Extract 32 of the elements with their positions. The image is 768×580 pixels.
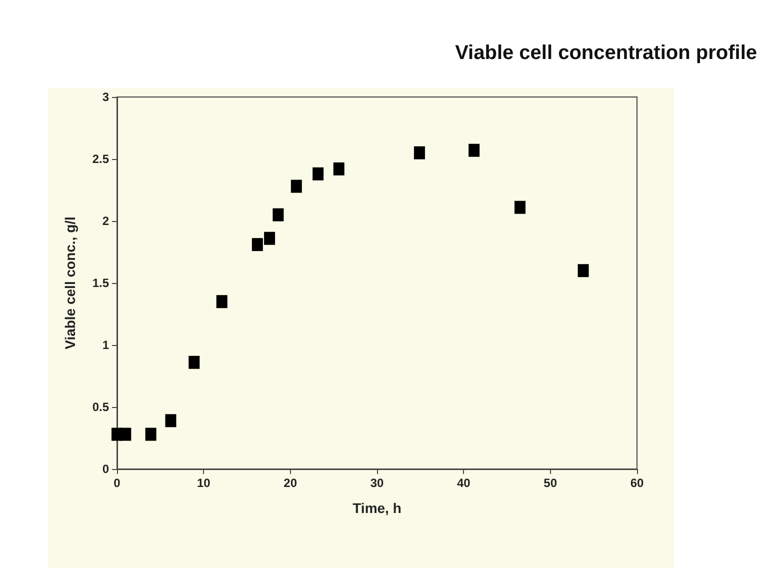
point bbox=[264, 232, 276, 245]
y-tick-label: 1.5 bbox=[92, 276, 110, 290]
y-tick-label: 2 bbox=[102, 214, 110, 228]
point bbox=[216, 295, 228, 308]
chart-title: Viable cell concentration profile bbox=[455, 42, 758, 64]
point bbox=[252, 238, 263, 252]
x-tick-label: 50 bbox=[544, 476, 558, 490]
x-tick-label: 60 bbox=[630, 476, 644, 490]
point bbox=[333, 162, 344, 176]
y-tick-label: 2.5 bbox=[92, 152, 110, 166]
x-tick-label: 40 bbox=[456, 476, 471, 490]
y-tick-label: 0.5 bbox=[92, 400, 110, 414]
point bbox=[414, 146, 425, 160]
x-tick-label: 30 bbox=[370, 476, 384, 490]
x-tick-label: 10 bbox=[196, 476, 211, 490]
point bbox=[578, 264, 589, 278]
point bbox=[312, 167, 324, 180]
point bbox=[188, 356, 200, 369]
x-tick-label: 0 bbox=[114, 476, 121, 490]
point bbox=[165, 414, 176, 428]
point bbox=[514, 200, 526, 214]
x-axis-title: Time, h bbox=[352, 500, 402, 516]
y-tick-label: 3 bbox=[102, 90, 110, 104]
point bbox=[468, 144, 480, 157]
point bbox=[272, 208, 284, 222]
x-tick-label: 20 bbox=[284, 476, 298, 490]
point bbox=[120, 428, 132, 441]
point bbox=[290, 180, 302, 193]
y-axis-title: Viable cell conc., g/l bbox=[62, 216, 78, 350]
point bbox=[145, 428, 156, 441]
y-tick-label: 0 bbox=[102, 462, 110, 476]
y-tick-label: 1 bbox=[102, 338, 110, 352]
